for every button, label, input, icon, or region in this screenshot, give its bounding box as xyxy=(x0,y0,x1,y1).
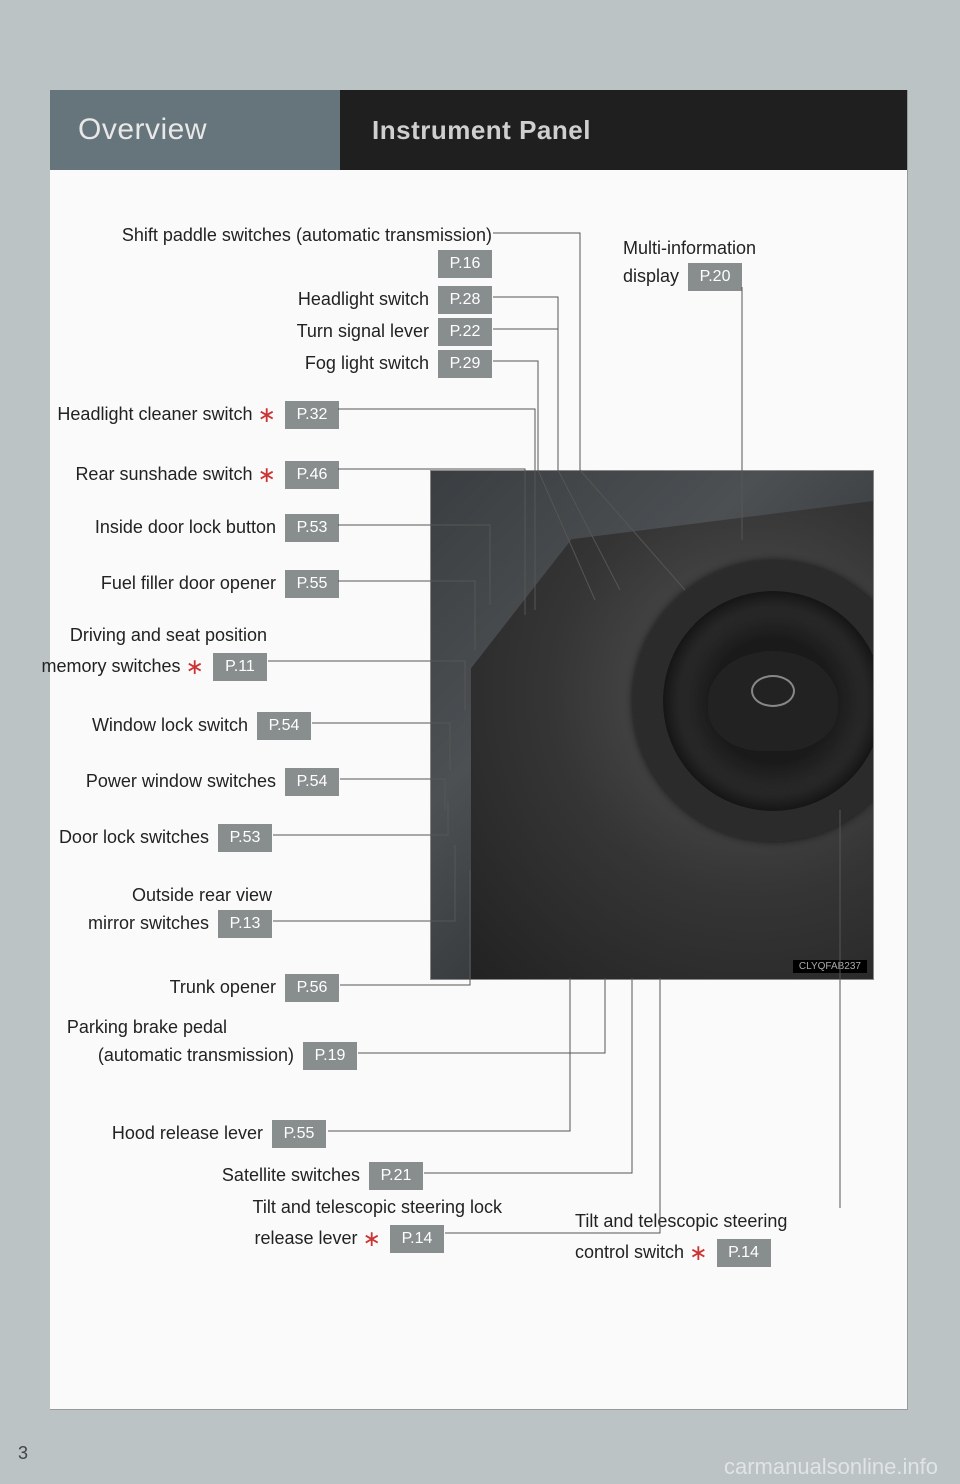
wheel-logo-icon xyxy=(751,675,795,707)
satellite: Satellite switches P.21 xyxy=(222,1162,423,1190)
page-number: 3 xyxy=(18,1443,28,1464)
fuel-filler: Fuel filler door opener P.55 xyxy=(101,570,339,598)
power-window: Power window switches P.54 xyxy=(86,768,339,796)
page-header: Overview Instrument Panel xyxy=(50,90,907,170)
inside-door-lock: Inside door lock button P.53 xyxy=(95,514,339,542)
driving-seat-a: Driving and seat position xyxy=(70,622,267,649)
door-lock: Door lock switches P.53 xyxy=(59,824,272,852)
multi-info-a: Multi-information xyxy=(623,235,756,262)
tilt-lock-b: release lever ∗ P.14 xyxy=(254,1222,444,1255)
hood: Hood release lever P.55 xyxy=(112,1120,326,1148)
fog-light: Fog light switch P.29 xyxy=(305,350,492,378)
shift-paddle-text: Shift paddle switches (automatic transmi… xyxy=(122,222,492,249)
outside-mirror-b: mirror switches P.13 xyxy=(88,910,272,938)
multi-info-b: display P.20 xyxy=(623,263,742,291)
page-ref: P.16 xyxy=(438,250,492,278)
manual-page: Overview Instrument Panel CLYQFAB237 Shi… xyxy=(50,90,908,1410)
image-code: CLYQFAB237 xyxy=(793,960,867,973)
instrument-panel-photo: CLYQFAB237 xyxy=(430,470,874,980)
parking-brake-a: Parking brake pedal xyxy=(67,1014,227,1041)
headlight-cleaner: Headlight cleaner switch ∗ P.32 xyxy=(57,398,339,431)
headlight-switch: Headlight switch P.28 xyxy=(298,286,492,314)
wheel-hub xyxy=(708,651,838,751)
watermark: carmanualsonline.info xyxy=(724,1454,938,1480)
parking-brake-b: (automatic transmission) P.19 xyxy=(98,1042,357,1070)
turn-signal: Turn signal lever P.22 xyxy=(297,318,492,346)
outside-mirror-a: Outside rear view xyxy=(132,882,272,909)
header-overview: Overview xyxy=(50,90,340,170)
tilt-control-b: control switch ∗ P.14 xyxy=(575,1236,771,1269)
trunk: Trunk opener P.56 xyxy=(170,974,339,1002)
tilt-lock-a: Tilt and telescopic steering lock xyxy=(253,1194,502,1221)
shift-paddle-ref: P.16 xyxy=(434,250,492,278)
driving-seat-b: memory switches ∗ P.11 xyxy=(42,650,268,683)
header-title: Instrument Panel xyxy=(340,90,907,170)
tilt-control-a: Tilt and telescopic steering xyxy=(575,1208,787,1235)
window-lock: Window lock switch P.54 xyxy=(92,712,311,740)
rear-sunshade: Rear sunshade switch ∗ P.46 xyxy=(75,458,339,491)
